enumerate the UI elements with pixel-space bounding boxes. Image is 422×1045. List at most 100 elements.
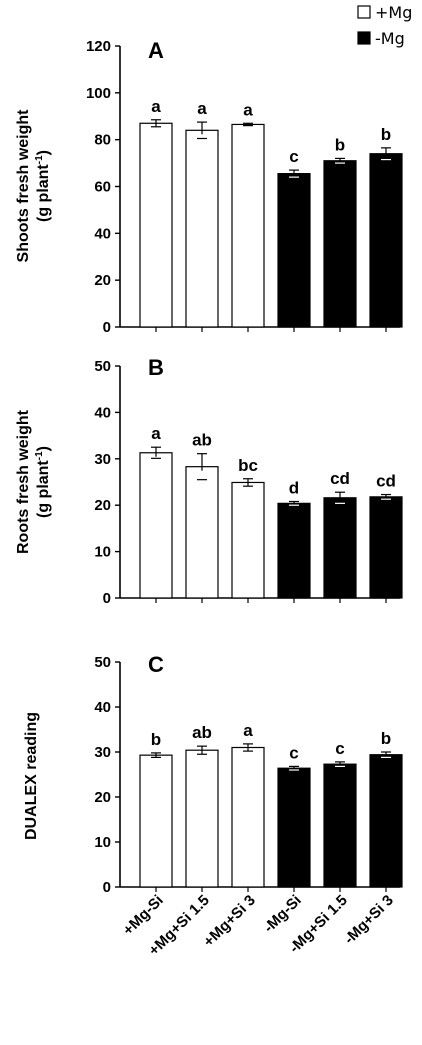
bar-c [231,746,265,888]
y-tick-label-b: 40 [94,404,111,421]
significance-letter-c: b [151,730,161,749]
error-bar-b [151,446,161,459]
bar-c [369,754,403,888]
y-tick-label-c: 10 [94,834,111,851]
y-tick-label-a: 20 [94,272,111,289]
y-tick-label-c: 30 [94,744,111,761]
y-tick-label-a: 80 [94,132,111,149]
significance-letter-b: ab [192,431,212,450]
plot-a: 0 20 40 60 80 100 120 a a a c b b [86,38,403,336]
bar-b [185,466,219,599]
y-axis-title-b-line2: (g plant-1) [34,446,52,518]
bar-c [185,749,219,888]
significance-letter-b: cd [330,469,350,488]
significance-letter-c: c [289,743,298,762]
significance-letter-b: bc [238,456,258,475]
y-axis-title-a-line1: Shoots fresh weight [15,109,32,263]
bar-b [231,481,265,599]
legend-label-plus-mg: +Mg [375,3,412,22]
error-bar-c [381,751,391,759]
error-bar-b [243,478,253,487]
significance-letter-b: d [289,478,299,497]
bar-a [185,129,219,328]
bar-c [277,767,311,888]
y-axis-title-a-unit: (g plant [35,164,52,222]
x-category-label: -Mg-Si [260,892,304,936]
bar-a [369,153,403,328]
y-tick-label-a: 0 [103,319,111,336]
error-bar-a [197,121,207,140]
error-bar-b [381,493,391,500]
error-bar-a [151,119,161,128]
y-axis-title-a-close: ) [35,150,52,155]
y-tick-label-c: 50 [94,654,111,671]
y-tick-label-a: 40 [94,225,111,242]
error-bar-c [335,761,345,768]
significance-letter-c: ab [192,723,212,742]
y-tick-label-b: 20 [94,497,111,514]
error-bar-b [289,500,299,506]
y-tick-label-c: 40 [94,699,111,716]
panel-letter-b: B [148,355,164,380]
significance-letter-a: a [243,100,253,119]
bar-a [231,123,265,328]
y-axis-title-b-sup: -1 [34,451,45,460]
error-bar-a [335,157,345,164]
y-axis-title-a: Shoots fresh weight (g plant-1) [15,109,52,263]
y-tick-label-a: 60 [94,179,111,196]
significance-letter-b: cd [376,472,396,491]
significance-letter-a: a [197,99,207,118]
bar-a [323,160,357,328]
significance-letter-a: b [335,135,345,154]
y-tick-label-c: 20 [94,789,111,806]
significance-letter-c: a [243,721,253,740]
panel-a: A Shoots fresh weight (g plant-1) 0 20 40 6… [15,38,403,336]
error-bar-c [151,752,161,759]
y-tick-label-a: 100 [86,85,111,102]
y-axis-title-c-line1: DUALEX reading [23,712,40,840]
significance-letter-c: c [335,739,344,758]
y-axis-title-c: DUALEX reading [23,712,40,840]
panel-b: B Roots fresh weight (g plant-1) 0 10 20 30… [15,355,403,607]
bar-b [277,502,311,599]
plot-b: 0 10 20 30 40 50 a ab bc d cd cd [94,358,403,607]
significance-letter-a: a [151,97,161,116]
panel-letter-c: C [148,652,164,677]
significance-letter-b: a [151,424,161,443]
y-axis-title-a-sup: -1 [34,155,45,164]
error-bar-a [243,122,253,127]
legend-swatch-minus-mg [357,31,371,45]
bar-a [277,173,311,328]
y-tick-label-c: 0 [103,879,111,896]
y-axis-title-b: Roots fresh weight (g plant-1) [15,409,52,554]
legend: +Mg -Mg [357,3,412,48]
error-bar-c [243,743,253,752]
significance-letter-a: c [289,147,298,166]
y-axis-title-b-line1: Roots fresh weight [15,409,32,554]
legend-label-minus-mg: -Mg [375,29,405,48]
y-tick-label-b: 10 [94,544,111,561]
bar-b [369,496,403,599]
significance-letter-a: b [381,125,391,144]
bar-b [323,497,357,599]
panel-letter-a: A [148,38,164,63]
y-tick-label-b: 50 [94,358,111,375]
y-tick-label-a: 120 [86,38,111,55]
error-bar-b [197,453,207,481]
error-bar-a [381,147,391,161]
y-tick-label-b: 30 [94,451,111,468]
error-bar-c [197,745,207,755]
bar-c [323,763,357,888]
error-bar-c [289,765,299,771]
error-bar-b [335,491,345,504]
y-axis-title-a-line2: (g plant-1) [34,150,52,222]
legend-swatch-plus-mg [357,5,371,19]
error-bar-a [289,169,299,178]
significance-letter-c: b [381,729,391,748]
y-axis-title-b-unit: (g plant [35,460,52,518]
x-category-label: -Mg+Si 3 [341,892,397,948]
y-tick-label-b: 0 [103,590,111,607]
